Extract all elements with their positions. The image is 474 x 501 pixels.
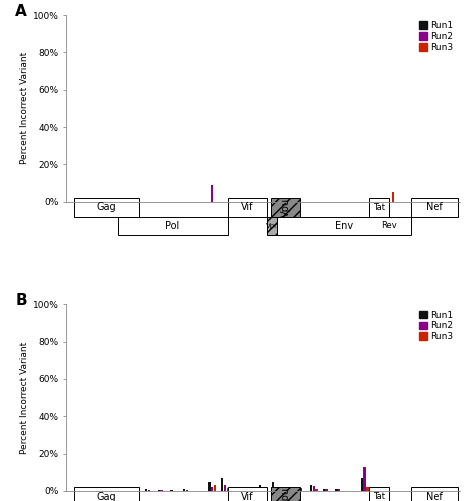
Bar <box>224 485 226 491</box>
Bar <box>246 489 249 491</box>
Bar <box>437 488 439 491</box>
FancyBboxPatch shape <box>74 198 139 216</box>
FancyBboxPatch shape <box>271 198 301 216</box>
Bar <box>209 481 211 491</box>
Bar <box>262 488 264 491</box>
Bar <box>322 489 325 491</box>
FancyBboxPatch shape <box>371 216 407 235</box>
Text: A: A <box>15 4 27 19</box>
Bar <box>338 489 340 491</box>
Bar <box>211 487 213 491</box>
Text: Tat: Tat <box>373 203 385 212</box>
Text: Nef: Nef <box>426 202 443 212</box>
Bar <box>148 490 150 491</box>
Bar <box>361 478 363 491</box>
Bar <box>157 490 160 491</box>
Legend: Run1, Run2, Run3: Run1, Run2, Run3 <box>417 20 455 54</box>
Bar <box>297 487 300 491</box>
Y-axis label: Percent Incorrect Variant: Percent Incorrect Variant <box>20 52 29 164</box>
Bar <box>97 490 99 491</box>
Bar <box>234 488 236 491</box>
Bar <box>300 488 302 491</box>
Bar <box>237 489 239 491</box>
Bar <box>449 489 452 491</box>
Bar <box>259 485 262 491</box>
Bar <box>109 490 112 491</box>
Bar <box>94 489 97 491</box>
Bar <box>122 490 125 491</box>
Bar <box>183 489 185 491</box>
Text: Vif: Vif <box>241 202 254 212</box>
FancyBboxPatch shape <box>271 487 301 501</box>
Bar <box>364 467 366 491</box>
Bar <box>160 490 163 491</box>
FancyBboxPatch shape <box>267 216 277 235</box>
FancyBboxPatch shape <box>118 216 228 235</box>
Text: Nef: Nef <box>426 491 443 501</box>
Bar <box>84 489 87 491</box>
Bar <box>132 489 135 491</box>
Y-axis label: Percent Incorrect Variant: Percent Incorrect Variant <box>20 342 29 454</box>
Bar <box>272 481 274 491</box>
Bar <box>186 490 188 491</box>
Bar <box>145 489 147 491</box>
Bar <box>214 485 216 491</box>
Text: B: B <box>15 293 27 308</box>
Bar <box>170 490 173 491</box>
Bar <box>277 487 280 491</box>
Text: Vpu: Vpu <box>281 487 291 501</box>
Text: Gag: Gag <box>97 491 117 501</box>
FancyBboxPatch shape <box>228 487 267 501</box>
Text: Tat: Tat <box>373 492 385 501</box>
FancyBboxPatch shape <box>410 487 458 501</box>
Bar <box>274 487 277 491</box>
Bar <box>249 489 252 491</box>
Text: Vif: Vif <box>241 491 254 501</box>
FancyBboxPatch shape <box>277 216 410 235</box>
Bar <box>135 490 137 491</box>
Text: Vpr: Vpr <box>266 223 278 229</box>
Bar <box>313 486 315 491</box>
Bar <box>439 490 442 491</box>
Legend: Run1, Run2, Run3: Run1, Run2, Run3 <box>417 309 455 343</box>
FancyBboxPatch shape <box>369 487 389 501</box>
FancyBboxPatch shape <box>410 198 458 216</box>
Bar <box>107 489 109 491</box>
FancyBboxPatch shape <box>369 198 389 216</box>
Bar <box>325 489 328 491</box>
Bar <box>392 192 394 202</box>
Bar <box>315 489 318 491</box>
Bar <box>211 185 213 202</box>
Text: Pol: Pol <box>165 221 180 231</box>
FancyBboxPatch shape <box>228 198 267 216</box>
Bar <box>335 489 337 491</box>
Bar <box>227 488 229 491</box>
Bar <box>119 490 122 491</box>
FancyBboxPatch shape <box>74 487 139 501</box>
Text: Vpu: Vpu <box>281 198 291 217</box>
Bar <box>221 478 223 491</box>
Text: Rev: Rev <box>381 221 397 230</box>
Bar <box>366 487 369 491</box>
Bar <box>310 485 312 491</box>
Text: Gag: Gag <box>97 202 117 212</box>
Bar <box>82 488 84 491</box>
Bar <box>264 489 267 491</box>
Text: Env: Env <box>335 221 353 231</box>
